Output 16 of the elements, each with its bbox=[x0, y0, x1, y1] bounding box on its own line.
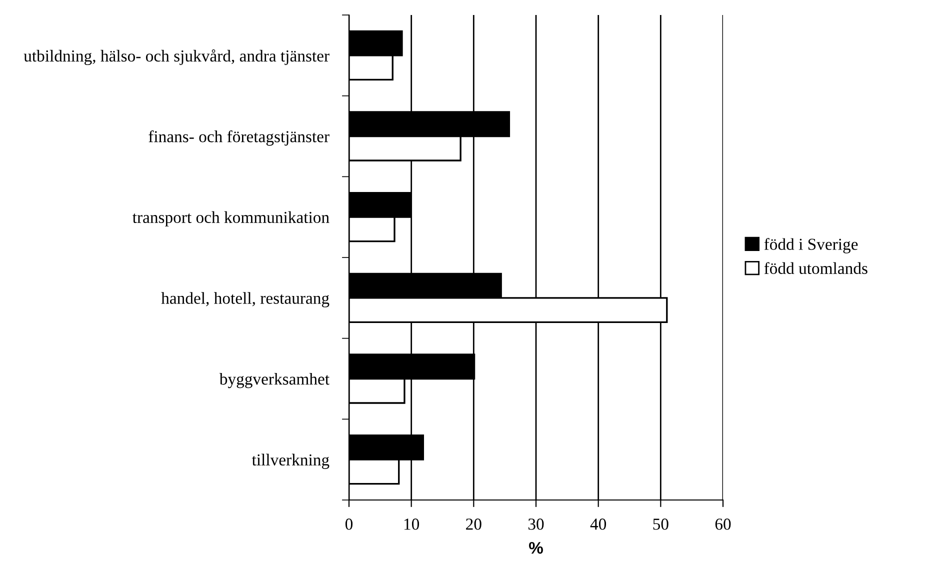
y-tick-label: transport och kommunikation bbox=[132, 211, 330, 226]
x-tick-label: 30 bbox=[528, 518, 544, 530]
y-tick-label: finans- och företagstjänster bbox=[148, 130, 330, 146]
x-tick-label: 0 bbox=[345, 518, 353, 530]
x-tick-label: 20 bbox=[466, 518, 482, 530]
y-tick-label: byggverksamhet bbox=[219, 372, 330, 388]
legend-label: född utomlands bbox=[764, 262, 868, 274]
x-tick-label: 10 bbox=[404, 518, 420, 530]
x-tick-label: 40 bbox=[590, 518, 606, 530]
y-tick-label: utbildning, hälso- och sjukvård, andra tjänster bbox=[24, 49, 330, 66]
y-tick-label: handel, hotell, restaurang bbox=[161, 292, 330, 308]
y-tick-label: tillverkning bbox=[252, 454, 330, 469]
legend-label: född i Sverige bbox=[764, 238, 858, 254]
x-tick-label: 50 bbox=[653, 518, 668, 530]
x-axis-title: % bbox=[529, 542, 543, 554]
x-tick-label: 60 bbox=[715, 518, 731, 530]
